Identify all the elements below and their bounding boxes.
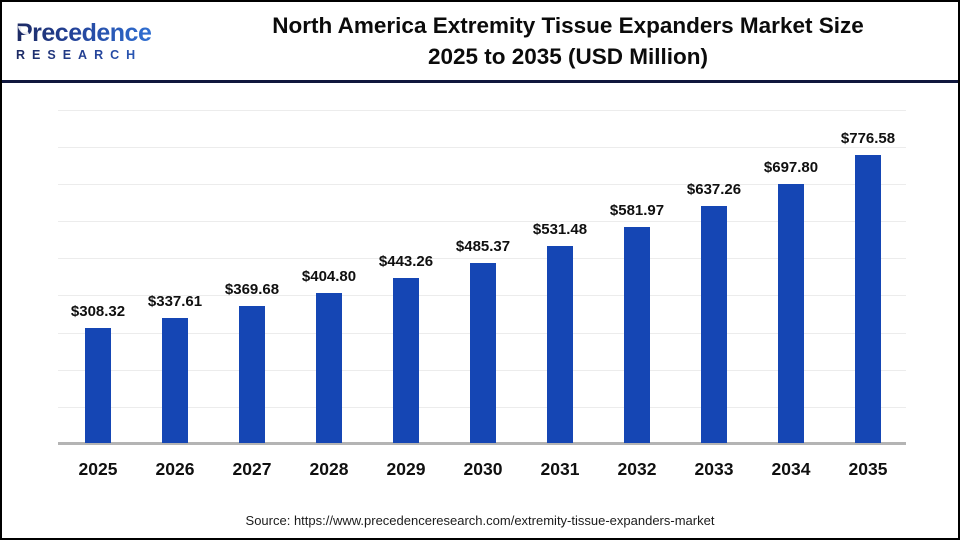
gridline-800	[58, 146, 906, 148]
x-axis-label-2030: 2030	[463, 459, 503, 479]
x-axis-label-2035: 2035	[848, 459, 888, 479]
bar-value-label-2026: $337.61	[147, 292, 203, 310]
chart-title-line1: North America Extremity Tissue Expanders…	[272, 13, 864, 38]
bar-value-label-2033: $637.26	[686, 181, 742, 199]
x-axis-label-2034: 2034	[771, 459, 811, 479]
x-axis-label-2029: 2029	[386, 459, 426, 479]
plot-area: $308.32 $337.61 $369.68 $404.80 $443.26 $485.…	[58, 92, 906, 445]
chart-title: North America Extremity Tissue Expanders…	[184, 10, 958, 72]
bar-2035	[855, 154, 881, 443]
bar-2025	[85, 328, 111, 443]
gridline-900	[58, 109, 906, 111]
x-axis-label-2026: 2026	[155, 459, 195, 479]
x-axis-label-2025: 2025	[78, 459, 118, 479]
gridline-500	[58, 258, 906, 260]
x-axis-label-2032: 2032	[617, 459, 657, 479]
bar-value-label-2032: $581.97	[609, 201, 665, 219]
bar-2028	[316, 292, 342, 443]
gridline-600	[58, 221, 906, 223]
x-axis-label-2027: 2027	[232, 459, 272, 479]
source-text: Source: https://www.precedenceresearch.c…	[245, 513, 715, 528]
bar-2034	[778, 183, 804, 443]
bar-2029	[393, 278, 419, 443]
bar-value-label-2027: $369.68	[224, 280, 280, 298]
bar-2031	[547, 245, 573, 443]
bar-value-label-2028: $404.80	[301, 267, 357, 285]
bar-2030	[470, 262, 496, 443]
bar-value-label-2030: $485.37	[455, 237, 511, 255]
bar-value-label-2025: $308.32	[70, 303, 126, 321]
precedence-research-logo: Precedence RESEARCH	[16, 18, 184, 63]
x-axis-label-2033: 2033	[694, 459, 734, 479]
bar-2032	[624, 226, 650, 443]
x-axis-line	[58, 442, 906, 445]
gridline-700	[58, 184, 906, 185]
x-axis-label-2028: 2028	[309, 459, 349, 479]
logo-subtitle: RESEARCH	[16, 48, 184, 62]
bar-value-label-2029: $443.26	[378, 253, 434, 271]
bar-value-label-2031: $531.48	[532, 220, 588, 238]
chart-title-line2: 2025 to 2035 (USD Million)	[427, 44, 709, 69]
bar-value-label-2034: $697.80	[763, 158, 819, 176]
bar-2027	[239, 305, 265, 443]
bar-value-label-2035: $776.58	[840, 129, 896, 147]
bar-2026	[162, 317, 188, 443]
x-axis-label-2031: 2031	[540, 459, 580, 479]
bar-2033	[701, 206, 727, 443]
header: Precedence RESEARCH North America Extrem…	[2, 2, 958, 83]
logo-wordmark: Precedence	[16, 18, 152, 47]
